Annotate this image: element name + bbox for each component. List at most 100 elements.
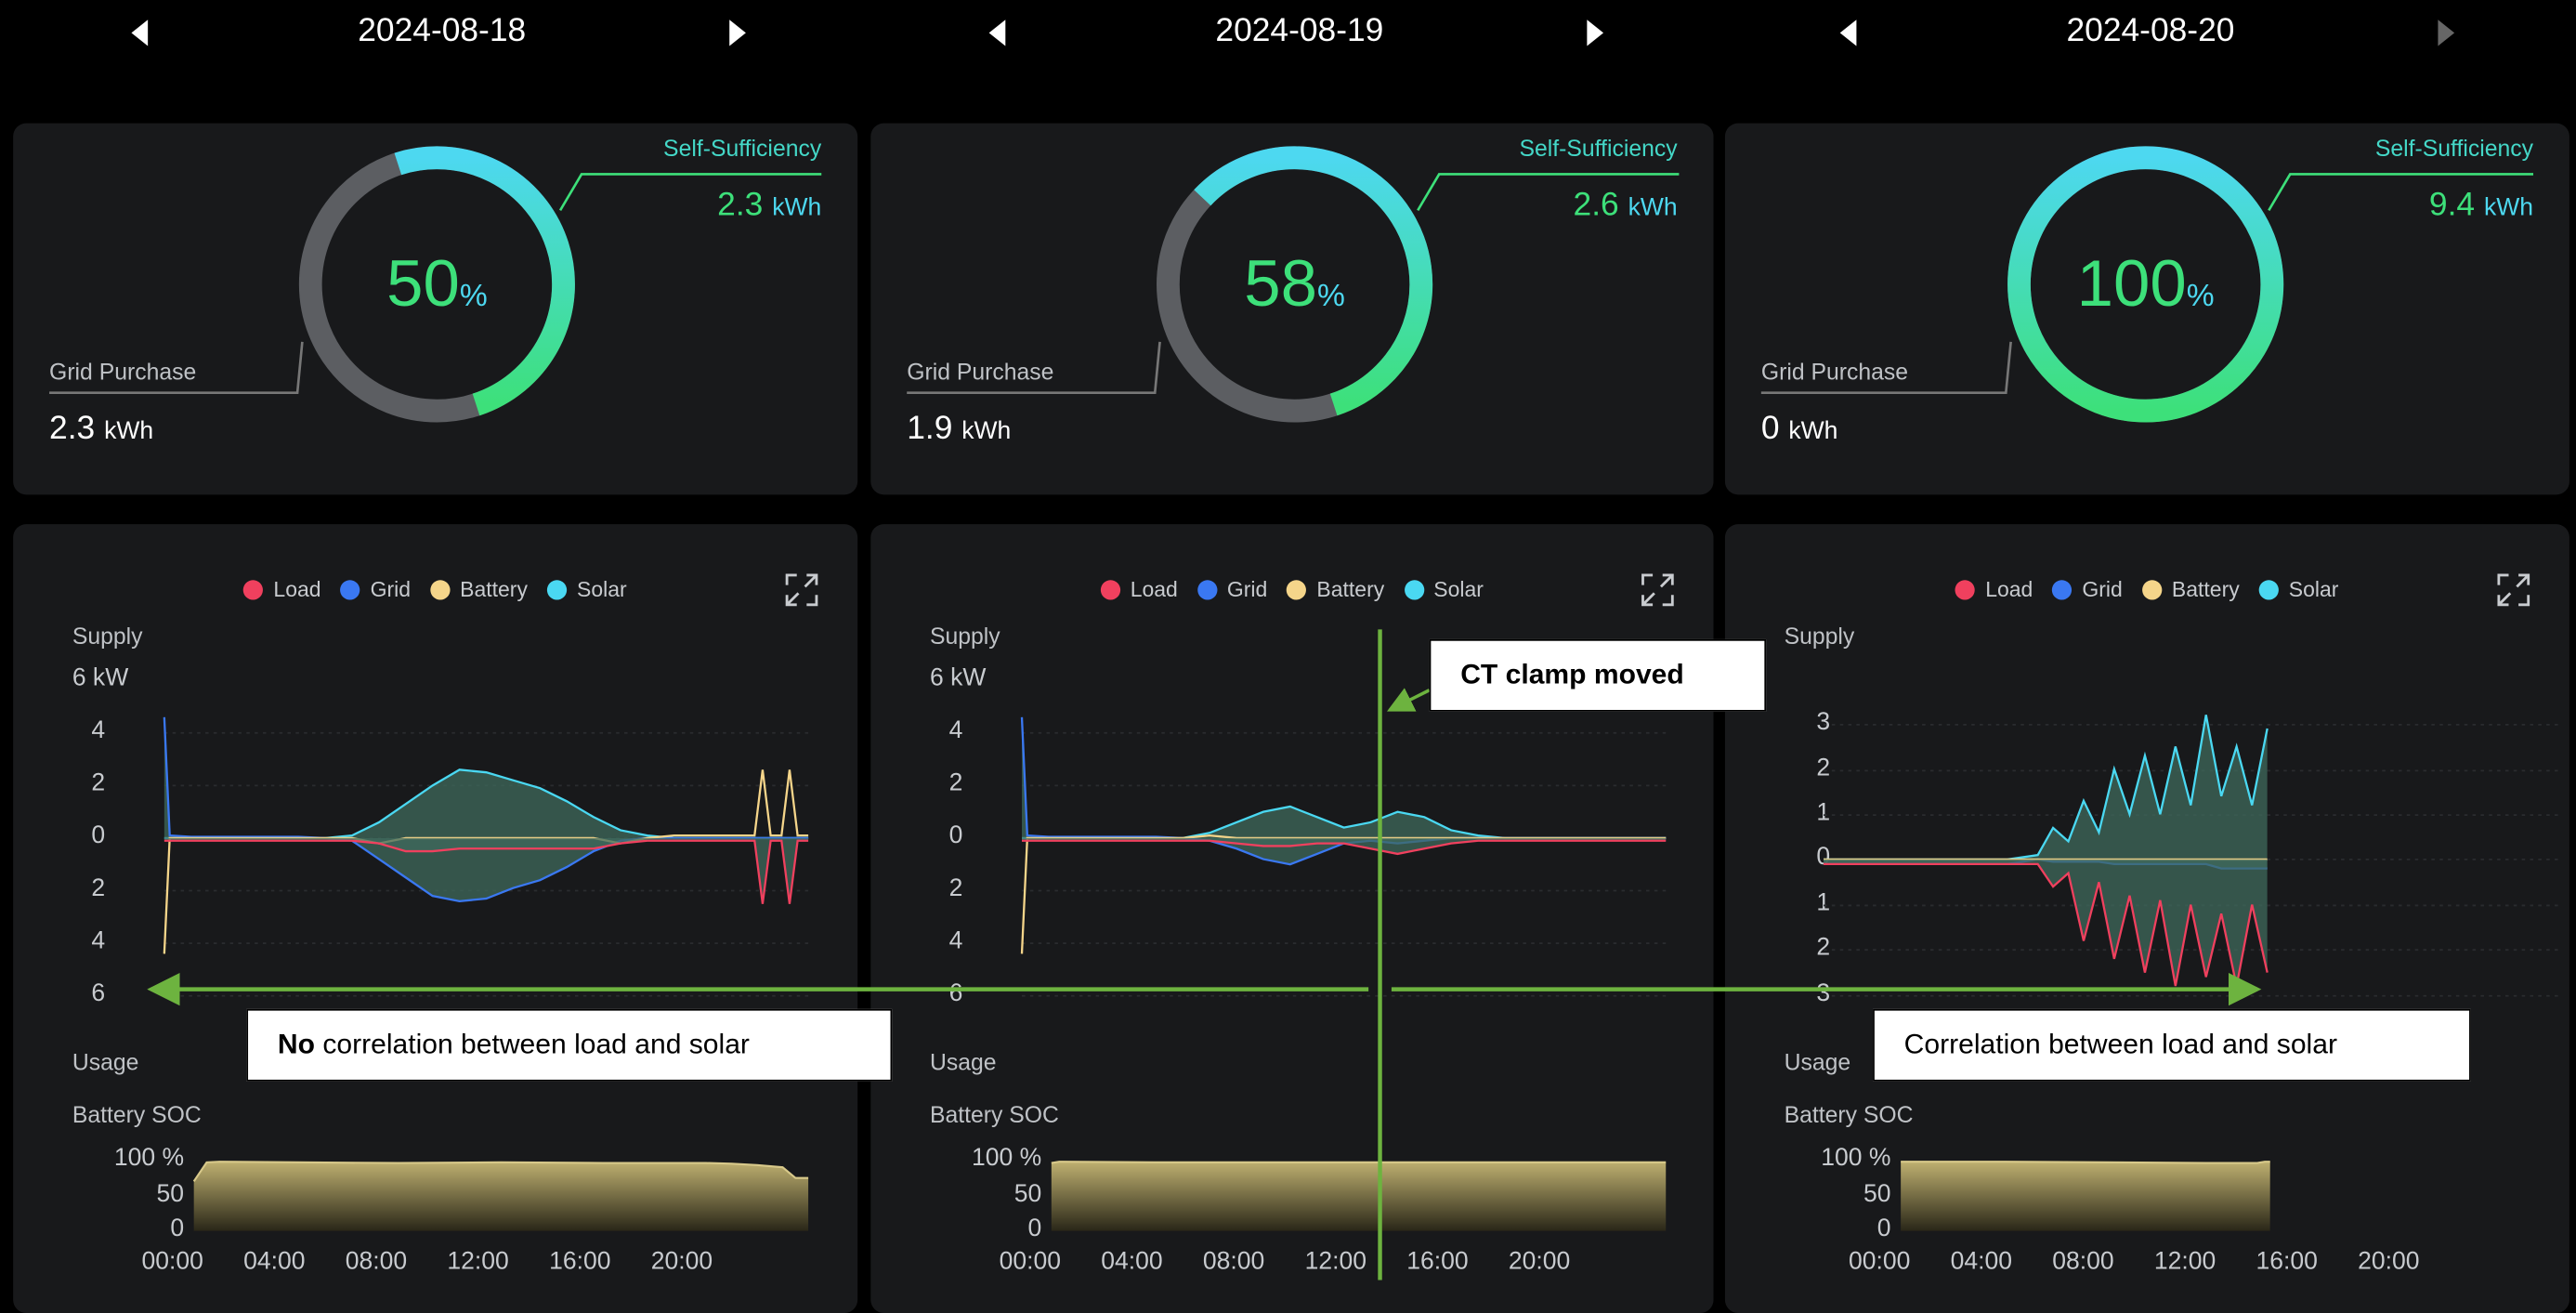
expand-icon[interactable] — [1640, 571, 1676, 608]
series-area-solar — [1824, 715, 2268, 860]
time-axis-tick: 04:00 — [1950, 1247, 2012, 1276]
legend-battery[interactable]: Battery — [2142, 577, 2240, 601]
self-sufficiency-donut — [49, 146, 822, 423]
self-sufficiency-leader — [558, 173, 822, 212]
legend-dot-icon — [430, 580, 451, 600]
supply-axis-max: 6 kW — [929, 663, 987, 692]
grid-purchase-leader — [49, 341, 304, 394]
power-chart[interactable] — [13, 524, 857, 1313]
self-sufficiency-value: 2.6 kWh — [1573, 187, 1678, 224]
donut-arc — [394, 146, 575, 416]
time-axis-tick: 16:00 — [1406, 1247, 1469, 1276]
soc-axis-tick: 0 — [170, 1214, 185, 1242]
legend-solar[interactable]: Solar — [2258, 577, 2338, 601]
supply-label: Supply — [72, 623, 143, 650]
date-label: 2024-08-19 — [1215, 13, 1384, 50]
time-axis-tick: 20:00 — [2358, 1247, 2420, 1276]
time-axis-tick: 12:00 — [447, 1247, 509, 1276]
prev-day-button[interactable] — [1839, 20, 1857, 46]
time-axis-tick: 00:00 — [1848, 1247, 1911, 1276]
self-sufficiency-leader — [1417, 173, 1680, 212]
time-axis-tick: 08:00 — [1202, 1247, 1265, 1276]
usage-label: Usage — [929, 1048, 997, 1075]
grid-purchase-value: 0 kWh — [1760, 411, 1838, 448]
chart-legend: Load Grid Battery Solar — [870, 577, 1713, 601]
time-axis-tick: 08:00 — [2052, 1247, 2114, 1276]
self-sufficiency-value: 2.3 kWh — [717, 187, 822, 224]
legend-dot-icon — [1404, 580, 1424, 600]
series-area-load — [1824, 859, 2268, 987]
self-sufficiency-percent: 58% — [1244, 248, 1345, 321]
soc-area — [193, 1162, 809, 1231]
self-sufficiency-label: Self-Sufficiency — [1519, 135, 1678, 162]
time-axis-tick: 04:00 — [243, 1247, 306, 1276]
legend-load[interactable]: Load — [1100, 577, 1178, 601]
time-axis-tick: 20:00 — [650, 1247, 713, 1276]
time-axis-tick: 16:00 — [2256, 1247, 2318, 1276]
supply-axis-tick: 6 — [91, 979, 106, 1008]
next-day-button[interactable] — [729, 20, 746, 46]
expand-icon[interactable] — [2495, 571, 2531, 608]
supply-axis-tick: 6 — [948, 979, 963, 1008]
grid-purchase-label: Grid Purchase — [907, 358, 1054, 385]
legend-dot-icon — [2142, 580, 2163, 600]
self-sufficiency-donut — [907, 146, 1680, 423]
series-area-grid — [163, 716, 809, 901]
self-sufficiency-donut — [1760, 146, 2534, 423]
legend-battery[interactable]: Battery — [1287, 577, 1384, 601]
series-area-solar — [1022, 806, 1667, 838]
legend-grid[interactable]: Grid — [2052, 577, 2123, 601]
supply-axis-tick: 3 — [1816, 979, 1831, 1008]
soc-axis-tick: 0 — [1876, 1214, 1891, 1242]
series-line-load — [163, 839, 809, 904]
grid-purchase-label: Grid Purchase — [49, 358, 197, 385]
prev-day-button[interactable] — [988, 20, 1006, 46]
time-axis-tick: 12:00 — [1304, 1247, 1366, 1276]
expand-icon[interactable] — [784, 571, 820, 608]
supply-axis-tick: 2 — [948, 873, 963, 902]
legend-solar[interactable]: Solar — [1404, 577, 1484, 601]
donut-arc — [1194, 146, 1433, 416]
chart-legend: Load Grid Battery Solar — [13, 577, 857, 601]
grid-purchase-leader — [907, 341, 1161, 394]
soc-axis-tick: 0 — [1027, 1214, 1042, 1242]
no-correlation-note: No correlation between load and solar — [246, 1008, 893, 1082]
soc-axis-tick: 100 % — [971, 1143, 1042, 1172]
grid-purchase-label: Grid Purchase — [1760, 358, 1909, 385]
legend-load[interactable]: Load — [243, 577, 321, 601]
legend-dot-icon — [547, 580, 568, 600]
correlation-note: Correlation between load and solar — [1873, 1008, 2471, 1082]
legend-load[interactable]: Load — [1955, 577, 2033, 601]
series-line-load — [1022, 839, 1667, 856]
ct-clamp-note: CT clamp moved — [1429, 638, 1767, 712]
legend-dot-icon — [1197, 580, 1218, 600]
prev-day-button[interactable] — [131, 20, 149, 46]
self-sufficiency-leader — [2268, 173, 2534, 212]
time-axis-tick: 00:00 — [999, 1247, 1062, 1276]
legend-grid[interactable]: Grid — [1197, 577, 1267, 601]
soc-axis-tick: 50 — [1863, 1179, 1891, 1208]
next-day-button — [2438, 20, 2455, 46]
donut-arc — [2007, 146, 2284, 423]
legend-solar[interactable]: Solar — [547, 577, 627, 601]
power-chart[interactable] — [1725, 524, 2569, 1313]
time-axis-tick: 00:00 — [141, 1247, 203, 1276]
supply-axis-tick: 2 — [1816, 754, 1831, 782]
legend-grid[interactable]: Grid — [340, 577, 411, 601]
self-sufficiency-value: 9.4 kWh — [2428, 187, 2534, 224]
soc-line — [192, 1161, 809, 1182]
battery-soc-label: Battery SOC — [72, 1100, 202, 1128]
self-sufficiency-label: Self-Sufficiency — [663, 135, 822, 162]
supply-axis-max: 6 kW — [72, 663, 129, 692]
next-day-button[interactable] — [1587, 20, 1604, 46]
power-chart[interactable] — [870, 524, 1713, 1313]
battery-soc-label: Battery SOC — [929, 1100, 1059, 1128]
soc-axis-tick: 50 — [1013, 1179, 1042, 1208]
time-axis-tick: 16:00 — [549, 1247, 611, 1276]
self-sufficiency-card: Self-Sufficiency 2.6 kWh Grid Purchase 1… — [870, 123, 1714, 495]
legend-dot-icon — [243, 580, 264, 600]
supply-axis-tick: 2 — [1816, 933, 1831, 962]
supply-axis-tick: 4 — [948, 926, 963, 955]
date-nav: 2024-08-18 — [13, 0, 870, 66]
legend-battery[interactable]: Battery — [430, 577, 528, 601]
